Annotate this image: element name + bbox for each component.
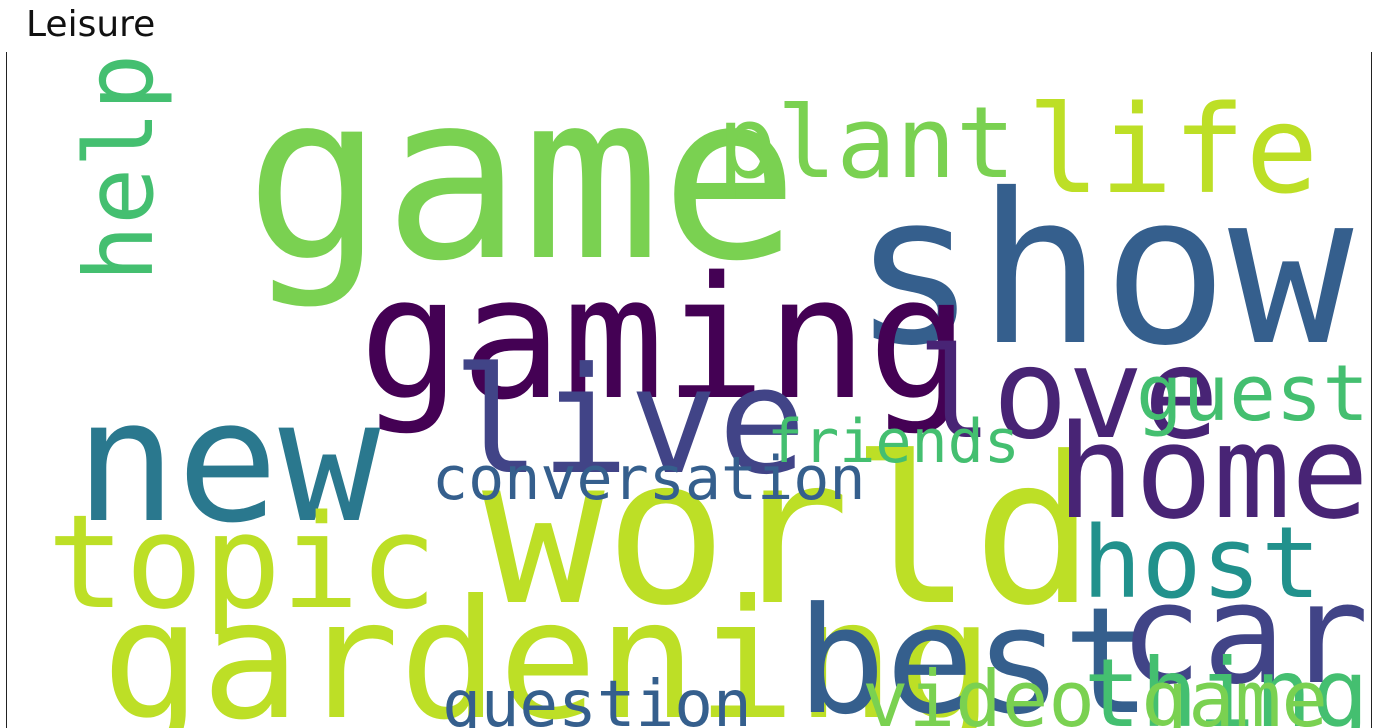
word-game: game [245, 52, 799, 312]
word-thing: thing [1084, 639, 1369, 728]
word-video-game: video game [862, 655, 1328, 728]
word-show: show [852, 150, 1354, 392]
word-best: best [797, 575, 1151, 728]
wordcloud-frame: game show world gaming new gardening best live c… [6, 52, 1372, 728]
word-car: car [1119, 554, 1369, 715]
word-question: question [442, 667, 752, 728]
word-friends: friends [767, 407, 1020, 477]
word-life: life [1027, 80, 1318, 221]
word-home: home [1057, 397, 1369, 548]
word-host: host [1082, 506, 1321, 621]
wordcloud-canvas: game showworldgamingnewgardeningbestlivec… [47, 52, 1369, 728]
word-guest: guest [1136, 349, 1369, 439]
word-gardening: gardening [102, 564, 994, 728]
word-live: live [452, 335, 806, 507]
word-world: world [482, 414, 1095, 651]
word-new: new [75, 363, 380, 560]
chart-title: Leisure [26, 4, 156, 45]
word-plant: plant [717, 86, 1016, 201]
word-love: love [917, 321, 1219, 467]
word-topic: topic [47, 487, 437, 638]
word-conversation: conversation [432, 444, 865, 514]
word-gaming: gaming [359, 240, 969, 437]
word-help: help [65, 54, 175, 282]
